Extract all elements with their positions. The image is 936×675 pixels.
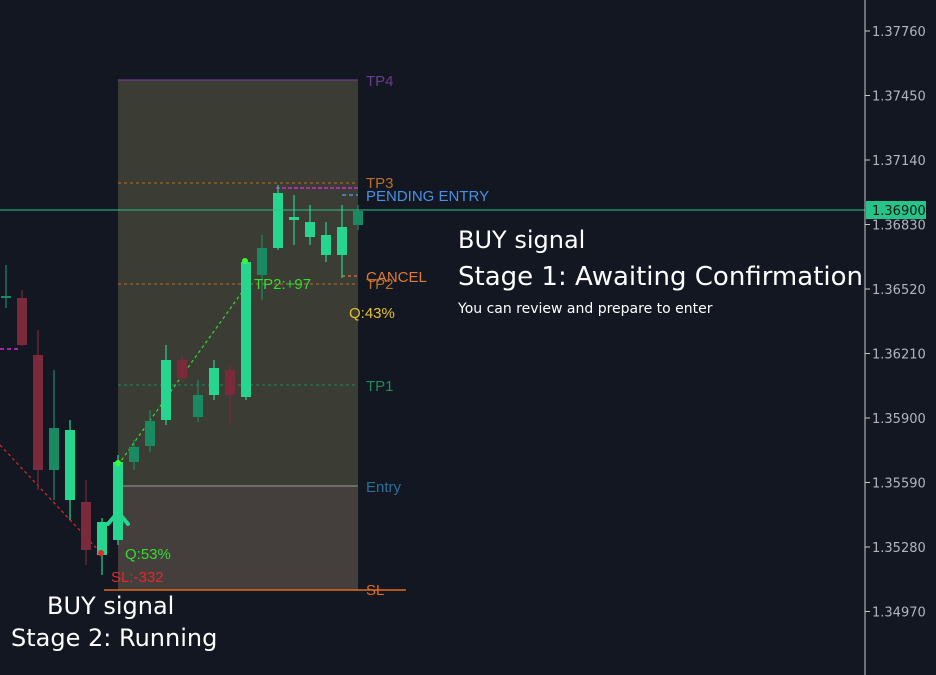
candle-body: [209, 368, 219, 395]
current-price-value: 1.36900: [872, 204, 926, 219]
price-tick-label: 1.36830: [872, 219, 926, 234]
price-tick-label: 1.37140: [872, 154, 926, 169]
tp1-label: TP1: [366, 378, 394, 395]
candle-body: [65, 430, 75, 500]
candlestick-series: [1, 185, 363, 575]
price-axis[interactable]: 1.37760 1.37450 1.37140 1.36830 1.36520 1.362…: [865, 25, 926, 621]
candle-body: [49, 428, 59, 470]
candle-body: [257, 248, 267, 275]
sl-label: SL: [366, 582, 384, 599]
sl-loss-label: SL:-332: [111, 569, 164, 586]
tp3-label: TP3: [366, 175, 394, 192]
signal-2-stage: Stage 2: Running: [11, 624, 218, 652]
current-price-badge: [866, 201, 926, 219]
signal-target-zone: [118, 80, 358, 486]
pending-entry-label: PENDING ENTRY: [366, 188, 489, 205]
candle-body: [33, 355, 43, 470]
signal-risk-zone: [118, 486, 358, 590]
signal-1-title: BUY signal: [458, 226, 586, 254]
entry-marker: [115, 460, 121, 466]
price-tick-label: 1.34970: [872, 606, 926, 621]
sl-progress-line: [0, 444, 102, 554]
candle-body: [161, 360, 171, 420]
candle-body: [17, 298, 27, 345]
price-tick-label: 1.37450: [872, 90, 926, 105]
price-tick-label: 1.36520: [872, 283, 926, 298]
buy-arrow-icon: [106, 510, 130, 540]
quality-label-1: Q:43%: [349, 305, 395, 322]
sl-marker: [98, 550, 104, 556]
cancel-label: CANCEL: [366, 269, 427, 286]
candle-body: [305, 222, 315, 237]
candle-body: [321, 235, 331, 255]
candle-body: [97, 522, 107, 555]
candle-body: [129, 447, 139, 462]
candle-body: [225, 370, 235, 395]
candle-body: [193, 395, 203, 417]
price-tick-label: 1.35900: [872, 412, 926, 427]
candle-body: [113, 462, 123, 540]
price-tick-label: 1.37760: [872, 25, 926, 40]
candle-body: [145, 421, 155, 446]
candle-body: [273, 193, 283, 248]
candle-body: [337, 227, 347, 255]
signal-1-subtitle: You can review and prepare to enter: [458, 301, 713, 317]
signal-2-title: BUY signal: [47, 592, 175, 620]
price-tick-label: 1.35280: [872, 541, 926, 556]
tp2-label: TP2: [366, 276, 394, 293]
candle-body: [241, 262, 251, 397]
candle-body: [289, 217, 299, 220]
signal-1-stage: Stage 1: Awaiting Confirmation: [458, 262, 863, 292]
tp2-hit-marker: [242, 258, 248, 264]
price-tick-label: 1.35590: [872, 477, 926, 492]
tp4-label: TP4: [366, 73, 394, 90]
candle-body: [81, 502, 91, 550]
entry-label: Entry: [366, 479, 402, 496]
candle-body: [177, 360, 187, 378]
candle-body: [353, 211, 363, 225]
candle-body: [1, 296, 11, 298]
quality-label-2: Q:53%: [125, 546, 171, 563]
price-tick-label: 1.36210: [872, 348, 926, 363]
tp2-hit-label: TP2:+97: [254, 276, 311, 293]
